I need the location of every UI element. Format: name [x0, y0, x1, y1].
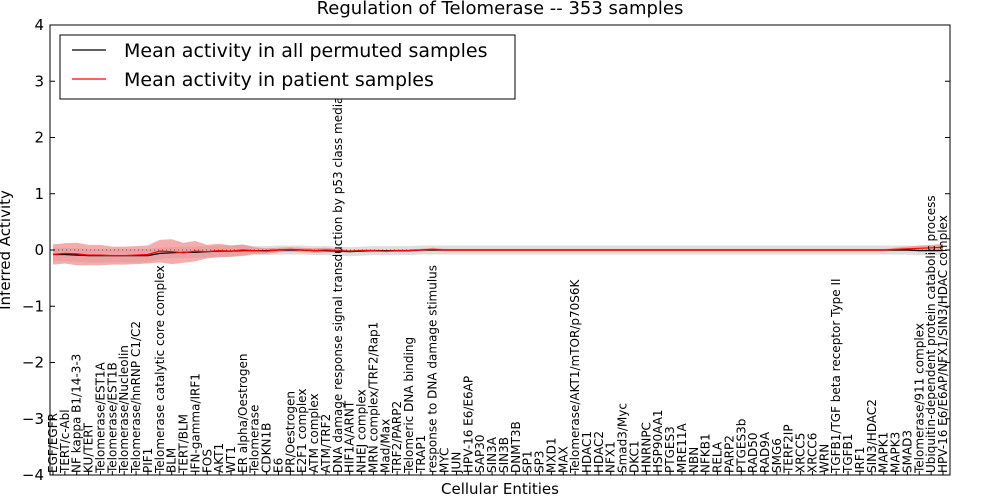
x-tick-label: Telomerase/Nucleolin	[117, 345, 131, 474]
x-tick-label: FOS	[200, 449, 214, 473]
chart-title: Regulation of Telomerase -- 353 samples	[317, 0, 684, 19]
x-tick-label: Telomerase/911 complex	[912, 323, 926, 474]
x-tick-label: Telomerase/EST1B	[105, 362, 119, 474]
x-tick-label: MYC	[438, 448, 452, 473]
y-tick-label: −3	[22, 410, 44, 428]
legend-label-patient: Mean activity in patient samples	[124, 69, 434, 91]
x-tick-label: ATM/TRF2	[319, 414, 333, 473]
x-tick-label: XRCC6	[806, 433, 820, 473]
y-axis: −4 −3 −2 −1 0 1 2 3 4	[22, 16, 950, 484]
x-tick-label: IFN-gamma/IRF1	[188, 373, 202, 473]
x-tick-label: WT1	[224, 446, 238, 473]
x-tick-label: PARP2	[722, 435, 736, 473]
x-tick-label: ATM complex	[307, 393, 321, 473]
x-tick-label: NBN	[687, 447, 701, 473]
x-tick-label: IRF1	[853, 447, 867, 473]
x-tick-label: AKT1	[212, 443, 226, 473]
x-tick-label: RAD9A	[758, 431, 772, 473]
x-tick-label: HDAC2	[592, 431, 606, 473]
y-tick-label: 3	[34, 72, 44, 90]
x-tick-label: MAX	[556, 446, 570, 473]
x-tick-label: TERT/c-Abl	[58, 409, 72, 474]
x-tick-label: Telomeric DNA binding	[402, 337, 416, 474]
x-tick-label: Smad3/Myc	[616, 403, 630, 473]
x-tick-label: Telomerase/hnRNP C1/C2	[129, 321, 143, 474]
x-tick-label: HIF1A/ARNT	[343, 400, 357, 473]
x-tick-label: TRAP1	[414, 435, 428, 474]
series-lines	[52, 246, 944, 257]
x-tick-label: Telomerase/EST1A	[94, 361, 108, 474]
x-tick-label: TGFB1	[841, 434, 855, 474]
x-tick-label: NFKB1	[699, 433, 713, 473]
x-tick-label: PTGES3	[663, 426, 677, 473]
x-tick-label: BLM	[165, 448, 179, 473]
x-tick-label: Ubiquitin-dependent protein catabolic pr…	[924, 195, 938, 473]
x-tick-label: TGFB1/TGF beta receptor Type II	[829, 278, 843, 474]
x-tick-label: Mad/Max	[378, 419, 392, 473]
x-tick-label: TERF2IP	[782, 424, 796, 474]
y-tick-label: 0	[34, 241, 44, 259]
x-tick-label: PR/Oestrogen	[283, 391, 297, 473]
x-tick-label: HSP90AA1	[651, 409, 665, 473]
x-tick-label: HNRNPC	[639, 422, 653, 473]
x-tick-label: JUN	[450, 452, 464, 474]
x-tick-label: RAD50	[746, 432, 760, 473]
y-axis-label: Inferred Activity	[0, 190, 14, 310]
x-tick-label: SIN3B	[497, 437, 511, 473]
x-tick-label: RELA	[711, 441, 725, 473]
x-tick-label: CDKN1B	[260, 423, 274, 473]
x-tick-label: Telomerase	[248, 405, 262, 474]
x-tick-label: Telomerase catalytic core complex	[153, 265, 167, 474]
x-axis-label: Cellular Entities	[441, 480, 559, 498]
y-tick-label: 1	[34, 185, 44, 203]
x-tick-label: MXD1	[544, 438, 558, 473]
x-tick-label: MAPK3	[889, 432, 903, 473]
x-tick-label: TRF2/PARP2	[390, 401, 404, 474]
x-tick-label: DKC1	[628, 441, 642, 473]
x-tick-label: PTGES3b	[734, 419, 748, 473]
x-tick-label: SMAD3	[900, 430, 914, 473]
x-tick-label: XRCC5	[794, 433, 808, 473]
x-tick-label: E2F1 complex	[295, 389, 309, 473]
x-tick-label: DNA damage response signal transduction …	[331, 80, 345, 473]
plot-frame	[49, 24, 951, 476]
x-tick-label: NFX1	[604, 441, 618, 473]
y-tick-label: −2	[22, 354, 44, 372]
x-tick-label: SIN3/HDAC2	[865, 399, 879, 473]
y-tick-label: −1	[22, 297, 44, 315]
x-tick-label: MAPK1	[877, 432, 891, 473]
y-tick-label: 4	[34, 16, 44, 34]
x-tick-label: NHEJ complex	[355, 389, 369, 473]
x-tick-label: DNMT3B	[509, 421, 523, 473]
legend-box	[59, 34, 516, 100]
x-tick-label: SP3	[533, 451, 547, 474]
x-tick-label: E6	[272, 458, 286, 473]
x-tick-label: TERT/BLM	[177, 414, 191, 474]
legend: Mean activity in all permuted samples Me…	[59, 34, 516, 100]
x-tick-label: MRN complex/TRF2/Rap1	[366, 322, 380, 473]
x-tick-label: Telomerase/AKT1/mTOR/p70S6K	[568, 278, 582, 474]
y-tick-label: 2	[34, 129, 44, 147]
x-tick-label: SP1	[521, 451, 535, 474]
x-tick-label: HDAC1	[580, 431, 594, 473]
x-tick-label: SAP30	[473, 434, 487, 473]
y-tick-label: −4	[22, 466, 44, 484]
series-line-patient	[52, 246, 944, 257]
x-tick-label: MRE11A	[675, 422, 689, 473]
x-tick-label: SIN3A	[485, 436, 499, 473]
x-tick-label: HPV-16 E6/E6AP/NFX1/SIN3/HDAC complex	[936, 215, 950, 473]
confidence-band-patient	[53, 239, 943, 266]
x-tick-label: SMG6	[770, 438, 784, 473]
x-tick-label: NF kappa B1/14-3-3	[70, 354, 84, 473]
confidence-bands	[53, 239, 943, 266]
x-tick-label: PIF1	[141, 448, 155, 473]
x-tick-label: ER alpha/Oestrogen	[236, 354, 250, 473]
x-tick-label: WRN	[817, 444, 831, 473]
x-tick-label: response to DNA damage stimulus	[426, 265, 440, 473]
legend-label-permuted: Mean activity in all permuted samples	[124, 40, 487, 62]
x-tick-label: HPV-16 E6/E6AP	[461, 376, 475, 473]
x-tick-label: KU/TERT	[82, 422, 96, 473]
